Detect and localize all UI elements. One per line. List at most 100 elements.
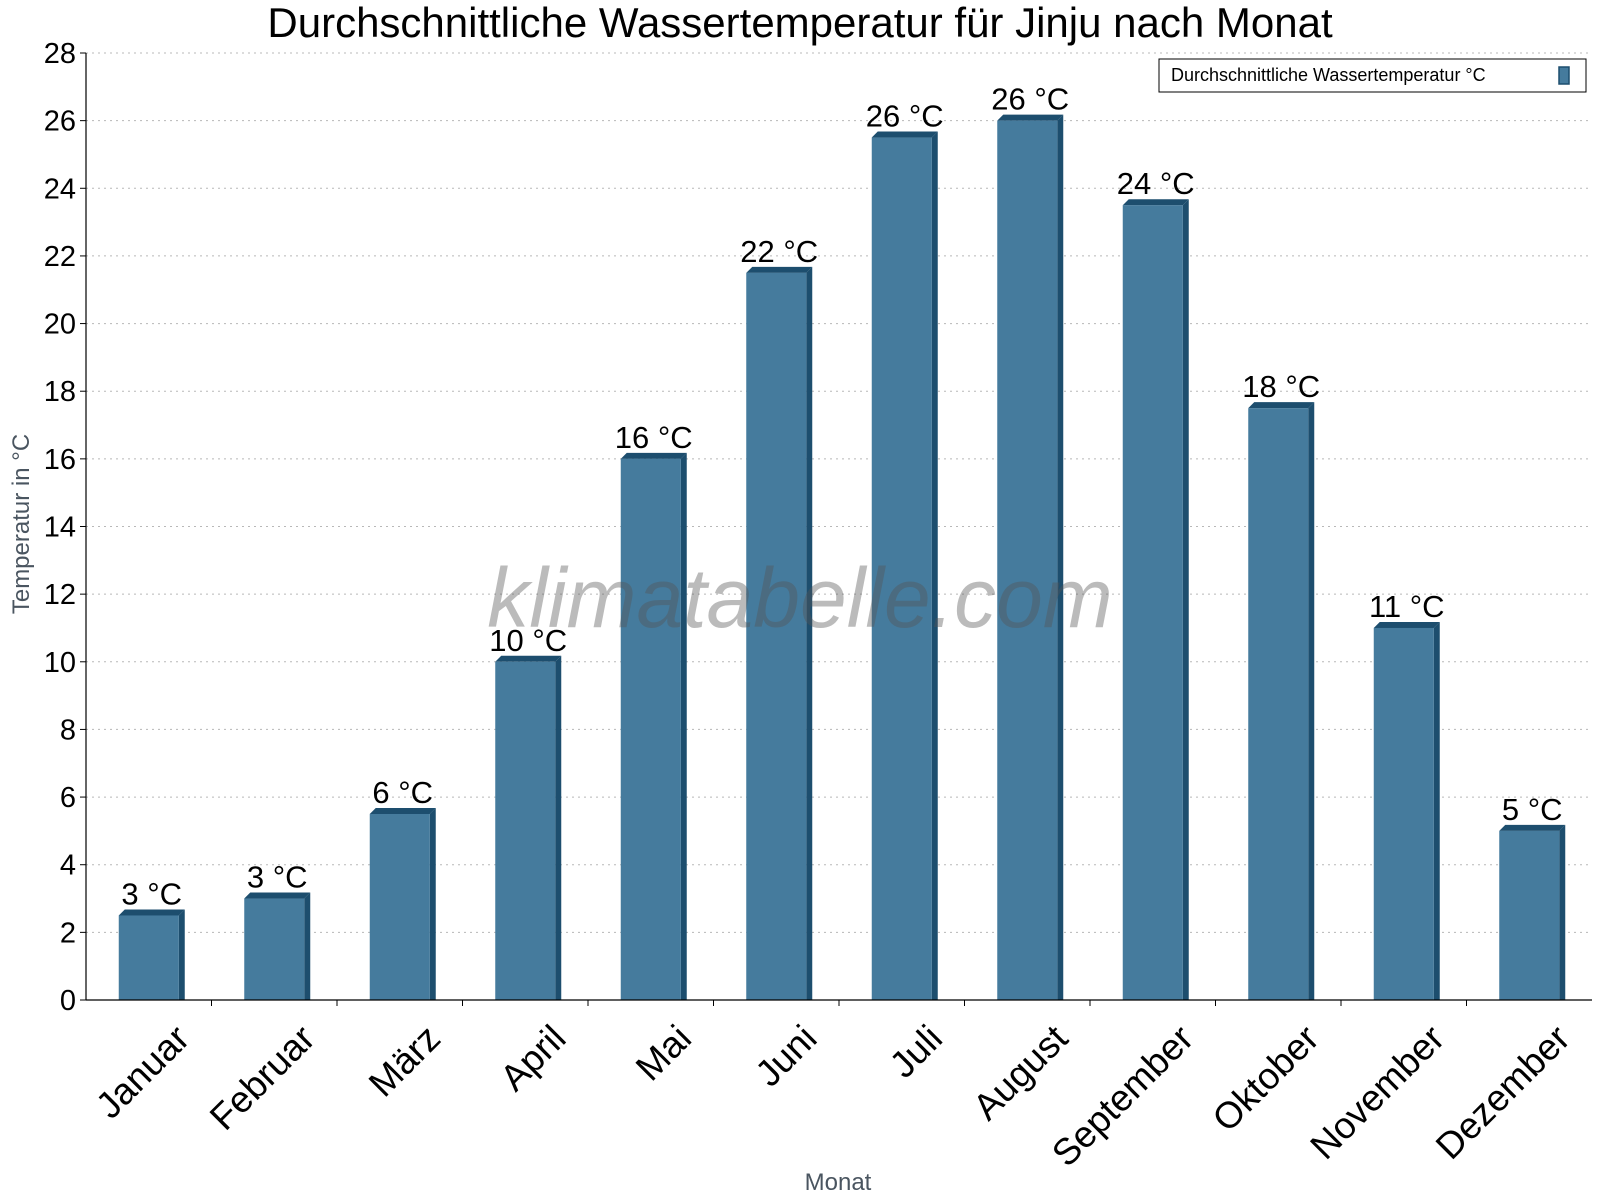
- bar-front: [1499, 830, 1560, 1000]
- bar-side: [1559, 824, 1566, 1000]
- data-labels: 3 °C 3 °C 6 °C 10 °C 16 °C 22 °C 26 °C 26 °C 24 …: [121, 82, 1562, 912]
- bar-top: [118, 909, 185, 916]
- bar: [244, 892, 311, 1000]
- y-axis-label: Temperatur in °C: [8, 434, 35, 614]
- bar: [1373, 621, 1440, 1000]
- bar-top: [746, 266, 813, 273]
- bar: [495, 655, 562, 1000]
- bars: [118, 114, 1566, 1001]
- legend-label: Durchschnittliche Wassertemperatur °C: [1171, 65, 1486, 85]
- bar-top: [620, 452, 687, 459]
- bar-top: [495, 655, 562, 662]
- bar-front: [118, 915, 179, 1000]
- y-tick-label: 22: [44, 241, 76, 273]
- x-tick-label: Juli: [882, 1017, 950, 1085]
- x-tick-label: Juni: [748, 1017, 825, 1094]
- x-axis-label: Monat: [805, 1169, 872, 1196]
- bar-side: [429, 807, 436, 1000]
- x-tick-label: Oktober: [1205, 1017, 1327, 1139]
- x-tick-label: April: [492, 1017, 573, 1098]
- data-label: 10 °C: [489, 623, 567, 658]
- y-tick-label: 2: [60, 917, 76, 949]
- data-label: 11 °C: [1369, 589, 1445, 624]
- y-tick-label: 6: [60, 782, 76, 814]
- bar-side: [1433, 621, 1440, 1000]
- bar-side: [1308, 402, 1315, 1000]
- bar-top: [997, 114, 1064, 121]
- bar-side: [1182, 199, 1189, 1001]
- bar-side: [680, 452, 687, 1000]
- bar-front: [244, 898, 305, 1000]
- grid-lines: [86, 52, 1592, 933]
- y-tick-label: 10: [44, 647, 76, 679]
- y-tick-label: 0: [60, 985, 76, 1017]
- x-tick-labels: Januar Februar März April Mai Juni Juli AugustS…: [88, 1017, 1577, 1174]
- x-tick-label: Februar: [202, 1017, 323, 1138]
- bar-front: [1122, 205, 1183, 1001]
- y-tick-label: 16: [44, 444, 76, 476]
- bar-front: [746, 272, 807, 1000]
- bar-side: [1057, 114, 1064, 1000]
- x-tick-label: Januar: [88, 1017, 197, 1126]
- data-label: 26 °C: [866, 99, 944, 134]
- bar-side: [806, 266, 813, 1000]
- bar-top: [1248, 402, 1315, 409]
- x-tick-label: März: [361, 1017, 448, 1104]
- y-tick-label: 20: [44, 309, 76, 341]
- bar-top: [1122, 199, 1189, 206]
- bar: [620, 452, 687, 1000]
- axes: [80, 52, 1592, 1006]
- bar: [369, 807, 436, 1000]
- y-tick-label: 18: [44, 376, 76, 408]
- bar-front: [620, 458, 681, 1000]
- y-tick-label: 24: [44, 173, 76, 205]
- y-tick-label: 28: [44, 38, 76, 70]
- x-tick-label: August: [965, 1017, 1076, 1128]
- bar-front: [1373, 627, 1434, 1000]
- y-tick-label: 26: [44, 106, 76, 138]
- bar: [1248, 402, 1315, 1000]
- y-tick-label: 4: [60, 850, 76, 882]
- bar-front: [495, 661, 556, 1000]
- bar-top: [871, 131, 938, 138]
- bar-top: [1499, 824, 1566, 831]
- bar-front: [871, 137, 932, 1000]
- data-label: 18 °C: [1242, 369, 1320, 404]
- data-label: 5 °C: [1502, 792, 1563, 827]
- data-label: 6 °C: [372, 775, 433, 810]
- bar-front: [369, 813, 430, 1000]
- bar-side: [304, 892, 311, 1000]
- bar: [997, 114, 1064, 1000]
- y-tick-label: 12: [44, 579, 76, 611]
- x-tick-label: Mai: [628, 1017, 699, 1088]
- data-label: 22 °C: [740, 234, 818, 269]
- legend-swatch: [1558, 66, 1570, 85]
- bar: [1122, 199, 1189, 1001]
- legend: Durchschnittliche Wassertemperatur °C: [1158, 58, 1587, 93]
- legend-box: [1158, 58, 1587, 93]
- bar-top: [244, 892, 311, 899]
- data-label: 16 °C: [615, 420, 693, 455]
- y-tick-label: 14: [44, 512, 76, 544]
- x-tick-label: November: [1302, 1017, 1452, 1167]
- bar-side: [931, 131, 938, 1000]
- y-tick-label: 8: [60, 714, 76, 746]
- data-label: 26 °C: [991, 82, 1069, 117]
- watermark-text: klimatabelle.com: [487, 551, 1113, 645]
- bar: [1499, 824, 1566, 1000]
- x-tick-label: Dezember: [1428, 1017, 1578, 1167]
- bar: [118, 909, 185, 1000]
- chart-title: Durchschnittliche Wassertemperatur für J…: [267, 0, 1333, 46]
- data-label: 3 °C: [247, 860, 308, 895]
- bar-front: [997, 120, 1058, 1000]
- bar-side: [555, 655, 562, 1000]
- data-label: 3 °C: [121, 876, 182, 911]
- bar-top: [369, 807, 436, 814]
- data-label: 24 °C: [1117, 166, 1195, 201]
- bar-front: [1248, 408, 1309, 1000]
- bar: [746, 266, 813, 1000]
- bar-side: [178, 909, 185, 1000]
- bar-top: [1373, 621, 1440, 628]
